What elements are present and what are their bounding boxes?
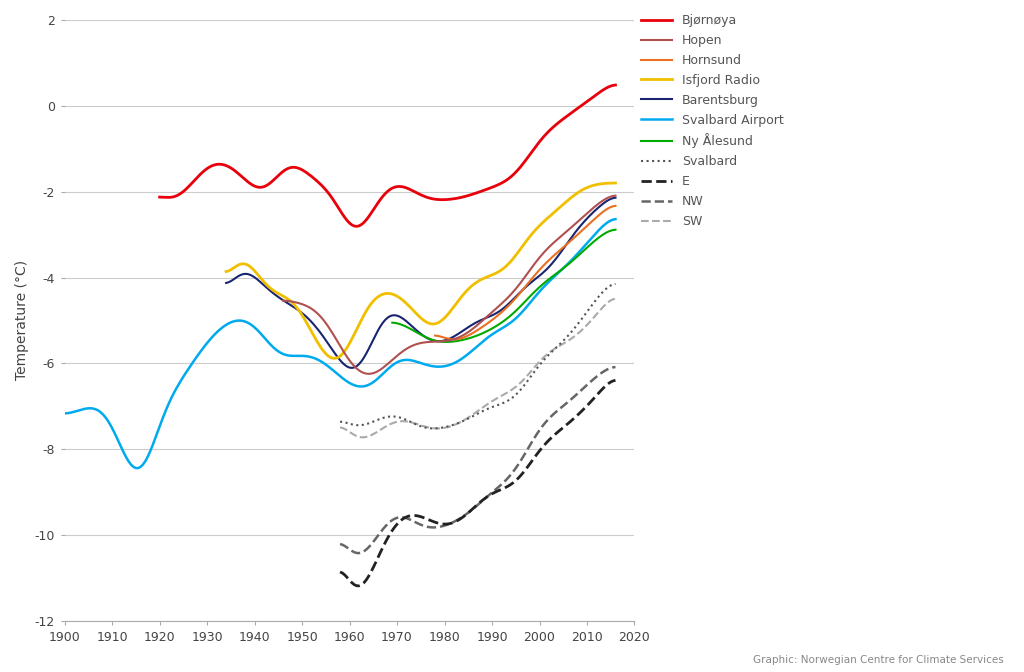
Y-axis label: Temperature (°C): Temperature (°C) bbox=[15, 260, 29, 380]
Text: Graphic: Norwegian Centre for Climate Services: Graphic: Norwegian Centre for Climate Se… bbox=[753, 655, 1004, 665]
Legend: Bjørnøya, Hopen, Hornsund, Isfjord Radio, Barentsburg, Svalbard Airport, Ny Åles: Bjørnøya, Hopen, Hornsund, Isfjord Radio… bbox=[641, 14, 783, 228]
